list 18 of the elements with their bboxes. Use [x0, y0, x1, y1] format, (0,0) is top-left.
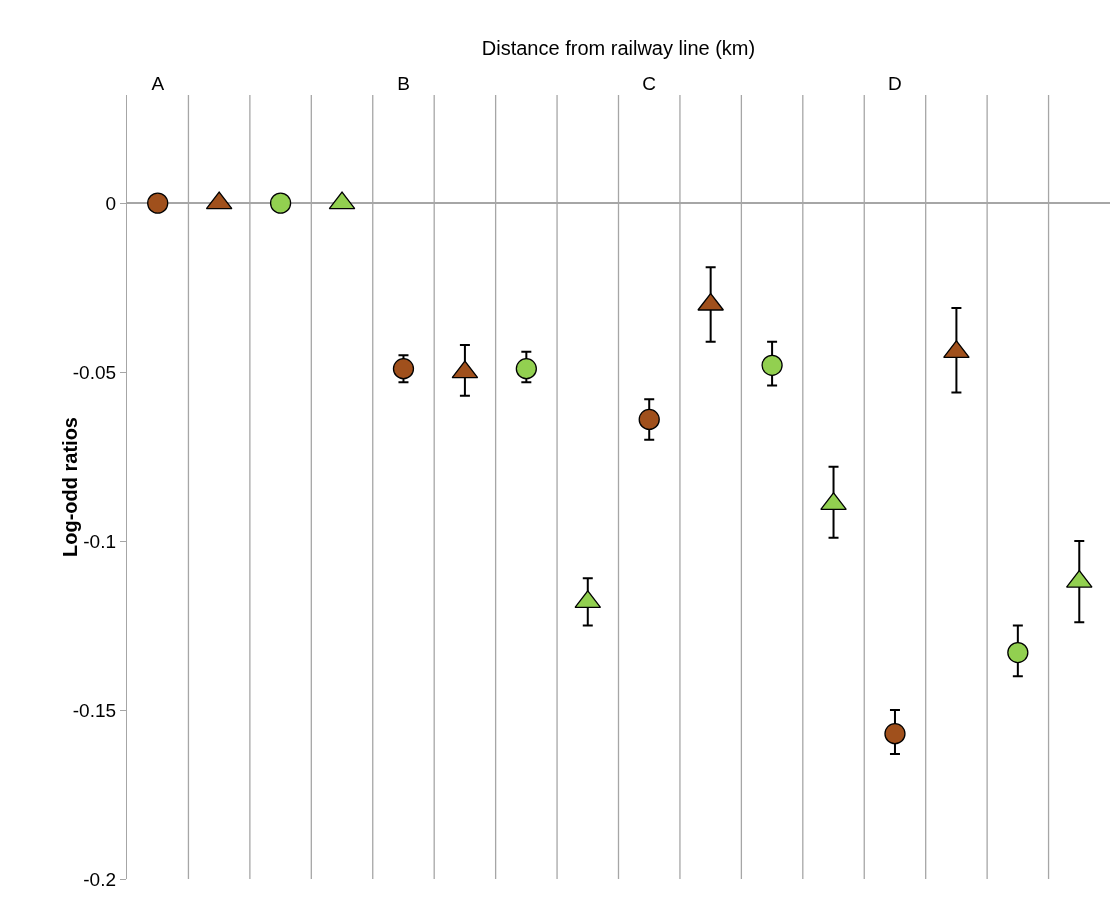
- point: [638, 408, 660, 431]
- point: [820, 492, 847, 511]
- point: [1007, 641, 1029, 664]
- y-tick-label: -0.15: [72, 699, 117, 721]
- x-tick-label: A: [151, 73, 165, 95]
- point: [761, 354, 783, 376]
- y-tick-label: -0.2: [83, 868, 117, 890]
- x-tick-label: C: [642, 73, 657, 95]
- x-tick-label: B: [397, 73, 410, 95]
- x-axis-title: Distance from railway line (km): [481, 36, 756, 59]
- point: [884, 723, 906, 745]
- y-axis-title: Log-odd ratios: [58, 417, 81, 557]
- y-tick-label: -0.1: [83, 530, 117, 552]
- point: [392, 358, 415, 380]
- y-tick-label: 0: [105, 192, 117, 214]
- point: [515, 358, 537, 380]
- y-tick-label: -0.05: [72, 361, 117, 383]
- x-tick-label: D: [888, 73, 902, 95]
